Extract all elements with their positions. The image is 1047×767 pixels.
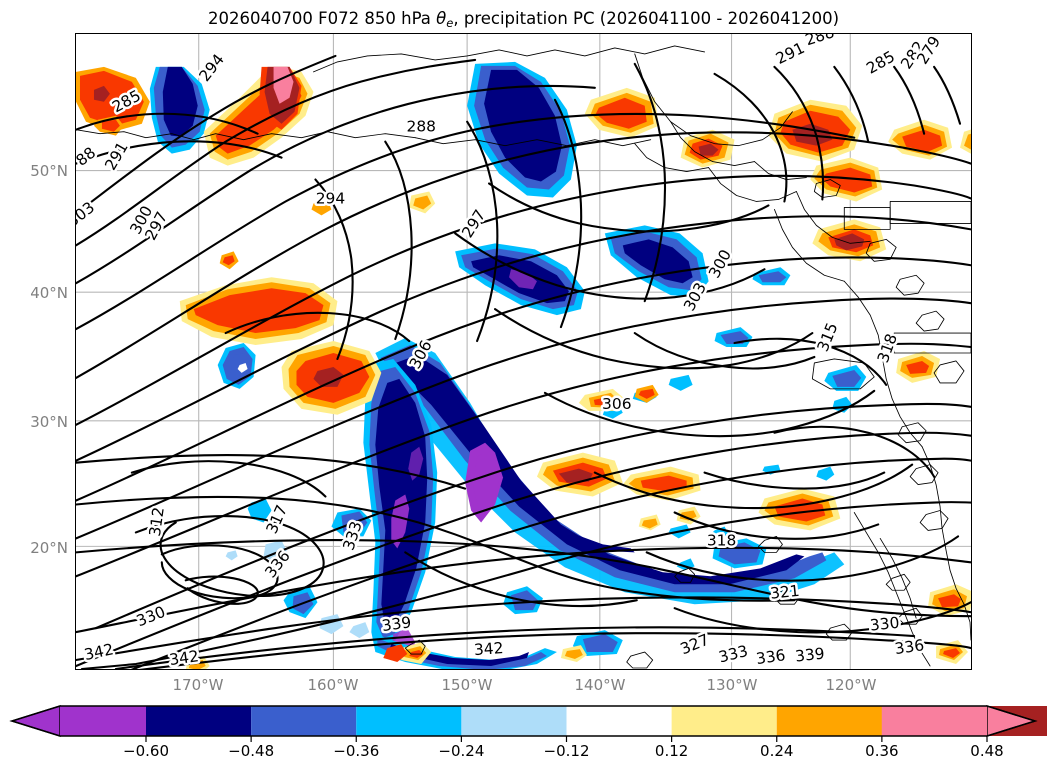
theta-e-contours <box>76 54 971 669</box>
contour-label: 342 <box>83 640 116 664</box>
page-title: 2026040700 F072 850 hPa θe, precipitatio… <box>0 9 1047 30</box>
contour-label: 306 <box>602 395 631 413</box>
colorbar-tick-label: −0.48 <box>228 742 275 760</box>
colorbar-swatch-cyan[interactable] <box>356 706 462 736</box>
colorbar-swatch-under-body[interactable] <box>60 706 146 736</box>
precip-pc-shading <box>76 61 971 669</box>
contour-label: 294 <box>316 189 345 207</box>
title-theta-symbol: θ <box>436 9 447 28</box>
colorbar[interactable]: −0.60 −0.48 −0.36 −0.24 −0.12 0.12 0.24 0.36 0.4… <box>0 700 1047 767</box>
colorbar-swatch-light-blue[interactable] <box>461 706 567 736</box>
contour-label: 321 <box>769 582 800 603</box>
contour-label: 318 <box>707 531 736 549</box>
colorbar-tick-label: −0.12 <box>543 742 590 760</box>
colorbar-swatch-orange[interactable] <box>776 706 882 736</box>
xtick-label-120w: 120°W <box>825 676 877 694</box>
ytick-label-50n: 50°N <box>30 162 68 180</box>
contour-label: 288 <box>406 118 435 136</box>
ytick-label-30n: 30°N <box>30 413 68 431</box>
contour-label: 312 <box>146 506 168 538</box>
colorbar-swatch-over-body[interactable] <box>881 706 987 736</box>
colorbar-swatches[interactable] <box>0 700 1047 742</box>
contour-label: 342 <box>168 647 200 669</box>
colorbar-tick-label: −0.60 <box>123 742 169 760</box>
xtick-label-140w: 140°W <box>574 676 626 694</box>
map-plot-area[interactable]: 285 285 294 294 88 88 291 291 288 288 303 303 300 300… <box>75 33 972 670</box>
contour-label: 330 <box>869 614 900 635</box>
contour-label-halo: 294 <box>316 189 345 207</box>
colorbar-tick-label: 0.36 <box>865 742 899 760</box>
contour-label-halo: 288 <box>406 118 435 136</box>
contour-label-halo: 318 <box>707 531 736 549</box>
xtick-label-160w: 160°W <box>307 676 359 694</box>
shading-positive <box>76 66 971 669</box>
colorbar-tick-label: −0.24 <box>438 742 485 760</box>
ytick-label-40n: 40°N <box>30 284 68 302</box>
colorbar-tick-label: 0.12 <box>654 742 689 760</box>
contour-label: 342 <box>473 639 504 659</box>
xtick-label-150w: 150°W <box>441 676 493 694</box>
contour-label: 339 <box>381 613 413 635</box>
title-suffix: , precipitation PC (2026041100 - 2026041… <box>453 9 840 28</box>
colorbar-tick-label: 0.24 <box>760 742 794 760</box>
xtick-label-130w: 130°W <box>706 676 758 694</box>
colorbar-swatch-under-extend-purple[interactable] <box>9 705 61 737</box>
contour-label: 336 <box>894 636 926 658</box>
colorbar-outline <box>9 705 1038 737</box>
colorbar-swatch-royal-blue[interactable] <box>251 706 357 736</box>
xtick-label-170w: 170°W <box>172 676 224 694</box>
colorbar-swatch-white-neutral[interactable] <box>566 706 672 736</box>
colorbar-swatch-navy[interactable] <box>146 706 252 736</box>
contour-label-halo: 306 <box>602 395 631 413</box>
coastlines <box>76 45 971 669</box>
contour-label-halo: 342 <box>168 647 200 669</box>
ytick-label-20n: 20°N <box>30 539 68 557</box>
colorbar-swatch-light-yellow[interactable] <box>671 706 777 736</box>
title-theta-subscript: e <box>446 16 454 31</box>
contour-label: 336 <box>755 646 787 668</box>
colorbar-tick-label: −0.36 <box>333 742 380 760</box>
colorbar-tick-label: 0.48 <box>970 742 1004 760</box>
contour-label: 339 <box>794 645 825 666</box>
title-prefix: 2026040700 F072 850 hPa <box>207 9 437 28</box>
